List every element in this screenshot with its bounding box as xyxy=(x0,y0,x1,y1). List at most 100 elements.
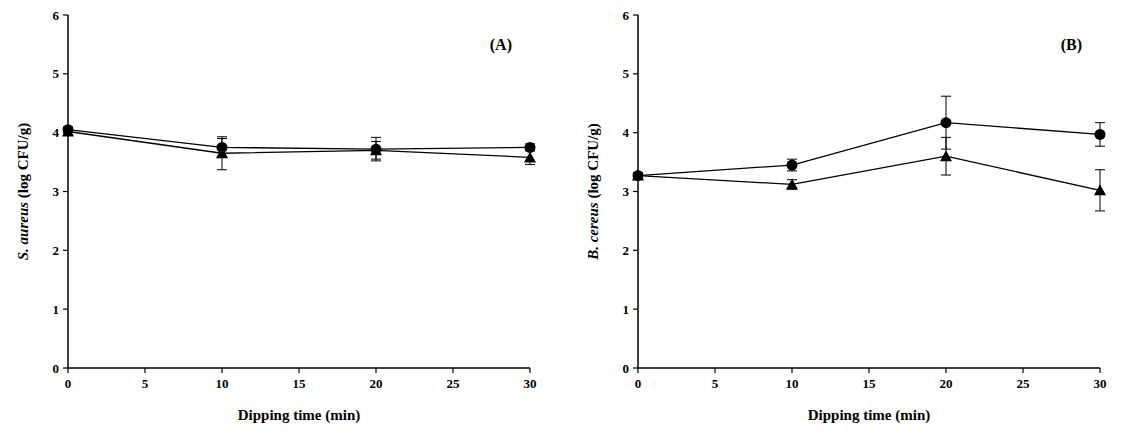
chart-panel: 0123456051015202530Dipping time (min)B. … xyxy=(585,8,1107,425)
error-bar xyxy=(217,137,227,170)
y-tick xyxy=(63,250,68,251)
y-tick-label: 5 xyxy=(623,66,630,81)
y-tick xyxy=(63,14,68,15)
x-tick-label: 30 xyxy=(1094,376,1107,391)
y-tick xyxy=(633,309,638,310)
error-bar xyxy=(371,141,381,159)
x-tick-label: 10 xyxy=(786,376,799,391)
error-bar xyxy=(787,159,797,171)
x-tick xyxy=(221,368,222,373)
series-line xyxy=(638,156,1100,190)
x-tick xyxy=(67,368,68,373)
y-tick-label: 3 xyxy=(53,184,60,199)
y-tick xyxy=(633,132,638,133)
error-bar-cap xyxy=(941,96,951,97)
series-line xyxy=(68,130,530,149)
y-tick xyxy=(63,309,68,310)
error-bar-cap xyxy=(371,159,381,160)
error-bar-cap xyxy=(787,170,797,171)
data-point xyxy=(371,144,382,155)
series-line xyxy=(68,131,530,157)
x-tick-label: 0 xyxy=(65,376,72,391)
error-bar-cap xyxy=(1095,122,1105,123)
x-tick-label: 0 xyxy=(635,376,642,391)
y-axis-label-part: (log CFU/g) xyxy=(585,123,602,202)
x-tick xyxy=(452,368,453,373)
error-bar-cap xyxy=(941,175,951,176)
y-axis-label: B. cereus (log CFU/g) xyxy=(585,123,602,261)
x-tick-label: 10 xyxy=(216,376,229,391)
y-tick xyxy=(633,367,638,368)
error-bar xyxy=(1095,170,1105,211)
x-tick xyxy=(298,368,299,373)
data-point xyxy=(370,144,382,155)
x-tick-label: 30 xyxy=(524,376,537,391)
error-bar-cap xyxy=(1095,210,1105,211)
y-axis-label-part: B. cereus xyxy=(585,202,601,261)
error-bar-cap xyxy=(525,150,535,151)
y-tick-label: 5 xyxy=(53,66,60,81)
data-point xyxy=(940,150,952,161)
y-tick xyxy=(63,191,68,192)
y-tick xyxy=(633,250,638,251)
error-bar xyxy=(941,137,951,175)
error-bar-cap xyxy=(371,137,381,138)
data-group xyxy=(632,96,1106,211)
y-tick-label: 0 xyxy=(623,361,630,376)
y-tick xyxy=(633,191,638,192)
x-tick xyxy=(714,368,715,373)
y-tick-label: 2 xyxy=(623,243,630,258)
panel-annotation: (A) xyxy=(490,36,512,54)
error-bar-cap xyxy=(217,169,227,170)
y-tick-label: 4 xyxy=(53,125,60,140)
error-bar-cap xyxy=(941,137,951,138)
x-tick xyxy=(945,368,946,373)
data-point xyxy=(524,151,536,162)
x-tick-label: 20 xyxy=(940,376,953,391)
data-point xyxy=(1095,129,1106,140)
x-axis-label: Dipping time (min) xyxy=(808,407,931,424)
chart-panel: 0123456051015202530Dipping time (min)S. … xyxy=(15,8,537,425)
y-axis-label: S. aureus (log CFU/g) xyxy=(15,123,32,261)
data-point xyxy=(787,160,798,171)
y-tick-label: 3 xyxy=(623,184,630,199)
error-bar xyxy=(525,150,535,164)
y-tick-label: 2 xyxy=(53,243,60,258)
y-tick xyxy=(63,73,68,74)
x-tick xyxy=(144,368,145,373)
error-bar xyxy=(1095,123,1105,147)
data-point xyxy=(632,170,644,181)
x-tick xyxy=(868,368,869,373)
y-tick xyxy=(633,14,638,15)
figure: 0123456051015202530Dipping time (min)S. … xyxy=(0,0,1128,442)
y-tick-label: 1 xyxy=(53,302,60,317)
data-point xyxy=(941,117,952,128)
x-tick xyxy=(1022,368,1023,373)
y-tick xyxy=(633,73,638,74)
error-bar-cap xyxy=(1095,169,1105,170)
x-tick-label: 25 xyxy=(447,376,461,391)
error-bar xyxy=(371,137,381,161)
x-tick-label: 15 xyxy=(293,376,307,391)
data-point xyxy=(786,178,798,189)
x-tick xyxy=(529,368,530,373)
y-tick-label: 0 xyxy=(53,361,60,376)
data-point xyxy=(1094,184,1106,195)
data-group xyxy=(62,124,536,170)
x-tick xyxy=(375,368,376,373)
x-axis-label: Dipping time (min) xyxy=(238,407,361,424)
x-tick-label: 20 xyxy=(370,376,383,391)
x-tick xyxy=(1099,368,1100,373)
y-tick-label: 6 xyxy=(623,8,630,23)
error-bar-cap xyxy=(525,164,535,165)
y-tick xyxy=(63,367,68,368)
y-tick-label: 1 xyxy=(623,302,630,317)
x-tick-label: 5 xyxy=(142,376,149,391)
y-tick-label: 4 xyxy=(623,125,630,140)
error-bar-cap xyxy=(371,160,381,161)
error-bar-cap xyxy=(371,141,381,142)
data-point xyxy=(216,147,228,158)
data-point xyxy=(62,125,74,136)
error-bar-cap xyxy=(217,136,227,137)
x-tick-label: 5 xyxy=(712,376,719,391)
